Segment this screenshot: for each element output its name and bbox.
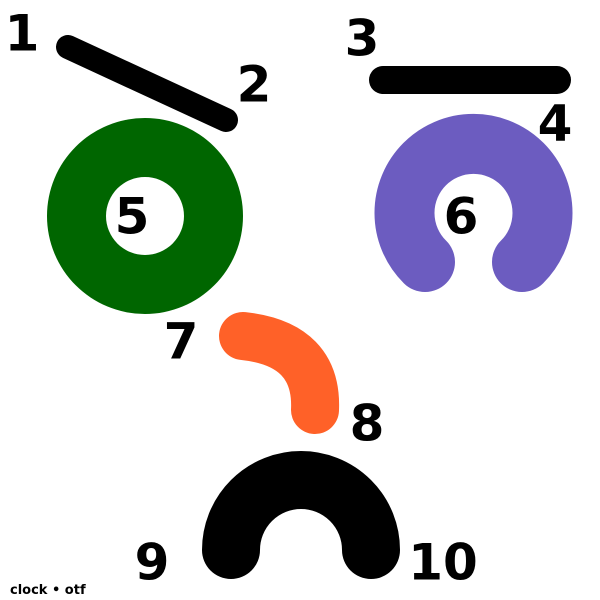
label-7: 7 xyxy=(164,313,199,371)
label-5: 5 xyxy=(115,188,150,246)
label-3: 3 xyxy=(345,10,380,68)
label-4: 4 xyxy=(538,95,573,153)
label-10: 10 xyxy=(408,534,478,592)
footer-credit: clock • otf xyxy=(10,583,86,598)
mouth-arch xyxy=(202,451,400,579)
left-brow-stroke xyxy=(56,35,238,132)
right-eye-horseshoe xyxy=(374,113,573,292)
left-eye-ring xyxy=(47,118,243,314)
nose-arc xyxy=(219,312,340,434)
label-6: 6 xyxy=(444,188,479,246)
label-9: 9 xyxy=(135,534,170,592)
label-2: 2 xyxy=(237,56,272,114)
label-1: 1 xyxy=(5,5,40,63)
label-8: 8 xyxy=(350,395,385,453)
